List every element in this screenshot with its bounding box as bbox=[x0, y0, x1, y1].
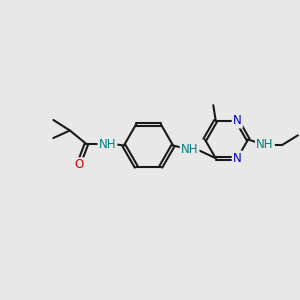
Text: NH: NH bbox=[99, 137, 116, 151]
Text: NH: NH bbox=[256, 138, 274, 152]
Text: NH: NH bbox=[181, 142, 198, 156]
Text: N: N bbox=[233, 114, 242, 127]
Text: N: N bbox=[233, 152, 242, 165]
Text: O: O bbox=[75, 158, 84, 172]
